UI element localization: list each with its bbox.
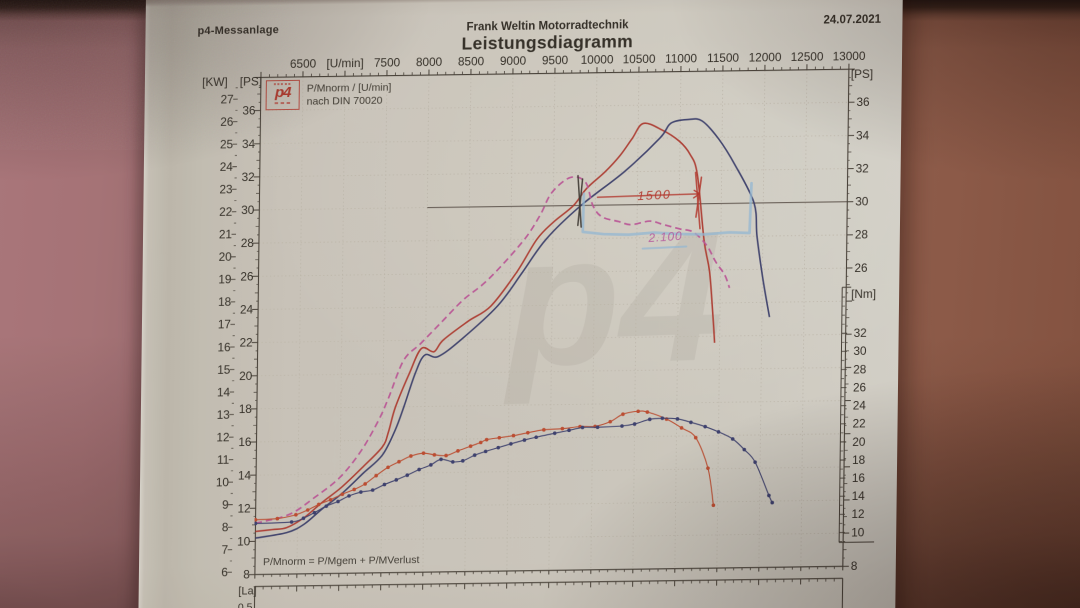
svg-text:15: 15 xyxy=(217,363,231,377)
svg-text:12500: 12500 xyxy=(791,50,824,64)
svg-text:36: 36 xyxy=(242,104,256,118)
svg-text:36: 36 xyxy=(856,95,870,109)
svg-text:26: 26 xyxy=(854,261,868,275)
svg-text:28: 28 xyxy=(241,236,255,250)
p4-logo-bottom-decoration xyxy=(274,101,291,105)
lambda-first-tick: 0.5 xyxy=(237,601,253,608)
svg-text:20: 20 xyxy=(852,435,866,449)
svg-text:10: 10 xyxy=(216,475,230,489)
svg-text:16: 16 xyxy=(852,471,866,485)
svg-text:22: 22 xyxy=(852,416,865,430)
svg-text:11000: 11000 xyxy=(665,51,698,65)
svg-text:21: 21 xyxy=(219,227,232,241)
svg-text:24: 24 xyxy=(853,398,867,412)
svg-text:17: 17 xyxy=(218,317,231,331)
svg-text:34: 34 xyxy=(856,128,870,142)
svg-text:10500: 10500 xyxy=(623,52,656,66)
svg-text:6: 6 xyxy=(221,565,228,579)
system-name-label: p4-Messanlage xyxy=(197,24,280,38)
svg-text:7500: 7500 xyxy=(374,55,401,69)
svg-text:30: 30 xyxy=(853,344,867,358)
svg-text:26: 26 xyxy=(220,115,234,129)
svg-text:p4: p4 xyxy=(502,192,724,406)
svg-text:12: 12 xyxy=(237,501,250,515)
svg-text:22: 22 xyxy=(240,336,253,350)
svg-text:22: 22 xyxy=(219,205,232,219)
svg-text:[U/min]: [U/min] xyxy=(326,56,364,71)
svg-text:30: 30 xyxy=(855,194,869,208)
legend-line-1: P/Mnorm / [U/min] xyxy=(306,81,392,95)
dyno-printout-sheet: p4 6500 [U/min] 7500 8000 8500 9000 9500 10000 10… xyxy=(138,0,903,608)
svg-text:8000: 8000 xyxy=(416,55,443,69)
svg-text:23: 23 xyxy=(219,182,233,196)
svg-text:7: 7 xyxy=(222,543,229,557)
svg-text:10000: 10000 xyxy=(581,52,614,66)
svg-text:14: 14 xyxy=(238,468,252,482)
svg-text:16: 16 xyxy=(238,435,252,449)
svg-text:13: 13 xyxy=(217,408,231,422)
svg-text:[KW]: [KW] xyxy=(202,75,228,89)
svg-text:14: 14 xyxy=(217,385,231,399)
svg-text:10: 10 xyxy=(851,525,865,539)
svg-text:27: 27 xyxy=(220,92,233,106)
svg-text:6500: 6500 xyxy=(290,57,317,71)
svg-text:12: 12 xyxy=(851,507,864,521)
svg-text:[PS]: [PS] xyxy=(851,67,873,81)
svg-text:18: 18 xyxy=(852,453,866,467)
svg-text:8: 8 xyxy=(222,520,229,534)
svg-text:24: 24 xyxy=(240,302,254,316)
sheet-content: p4 6500 [U/min] 7500 8000 8500 9000 9500 10000 10… xyxy=(138,0,903,608)
equation-label: P/Mnorm = P/Mgem + P/MVerlust xyxy=(262,554,420,569)
svg-text:34: 34 xyxy=(242,137,256,151)
date-label: 24.07.2021 xyxy=(823,13,882,27)
svg-text:24: 24 xyxy=(220,160,234,174)
page-title: Leistungsdiagramm xyxy=(461,31,634,54)
svg-text:26: 26 xyxy=(240,269,254,283)
svg-text:12: 12 xyxy=(216,430,229,444)
svg-text:[Nm]: [Nm] xyxy=(851,287,876,301)
svg-text:11: 11 xyxy=(217,453,229,467)
svg-text:10: 10 xyxy=(237,534,251,548)
svg-text:11500: 11500 xyxy=(707,51,740,65)
svg-text:9500: 9500 xyxy=(542,53,569,67)
dyno-plot: p4 6500 [U/min] 7500 8000 8500 9000 9500 10000 10… xyxy=(202,49,876,608)
svg-text:26: 26 xyxy=(853,380,867,394)
svg-text:28: 28 xyxy=(855,228,869,242)
lambda-axis-label: [La] xyxy=(238,585,257,598)
svg-text:8500: 8500 xyxy=(458,54,485,68)
svg-text:13000: 13000 xyxy=(833,49,866,63)
svg-text:28: 28 xyxy=(853,362,867,376)
svg-text:8: 8 xyxy=(851,559,858,573)
svg-text:2.100: 2.100 xyxy=(647,229,683,245)
svg-text:25: 25 xyxy=(220,137,234,151)
svg-text:32: 32 xyxy=(854,326,867,340)
legend-line-2: nach DIN 70020 xyxy=(306,94,383,108)
svg-text:8: 8 xyxy=(243,568,250,582)
svg-text:[PS]: [PS] xyxy=(240,74,262,88)
svg-text:9: 9 xyxy=(222,498,229,512)
svg-text:18: 18 xyxy=(239,402,253,416)
p4-logo: p4 xyxy=(265,79,300,111)
p4-logo-text: p4 xyxy=(274,83,291,102)
svg-text:12000: 12000 xyxy=(749,50,782,64)
svg-text:20: 20 xyxy=(219,250,233,264)
svg-text:16: 16 xyxy=(217,340,231,354)
svg-text:18: 18 xyxy=(218,295,232,309)
svg-text:9000: 9000 xyxy=(500,54,527,68)
svg-text:32: 32 xyxy=(856,161,869,175)
svg-text:19: 19 xyxy=(218,272,231,286)
svg-text:30: 30 xyxy=(241,203,255,217)
svg-text:20: 20 xyxy=(239,369,253,383)
svg-text:14: 14 xyxy=(852,489,866,503)
svg-text:32: 32 xyxy=(242,170,255,184)
